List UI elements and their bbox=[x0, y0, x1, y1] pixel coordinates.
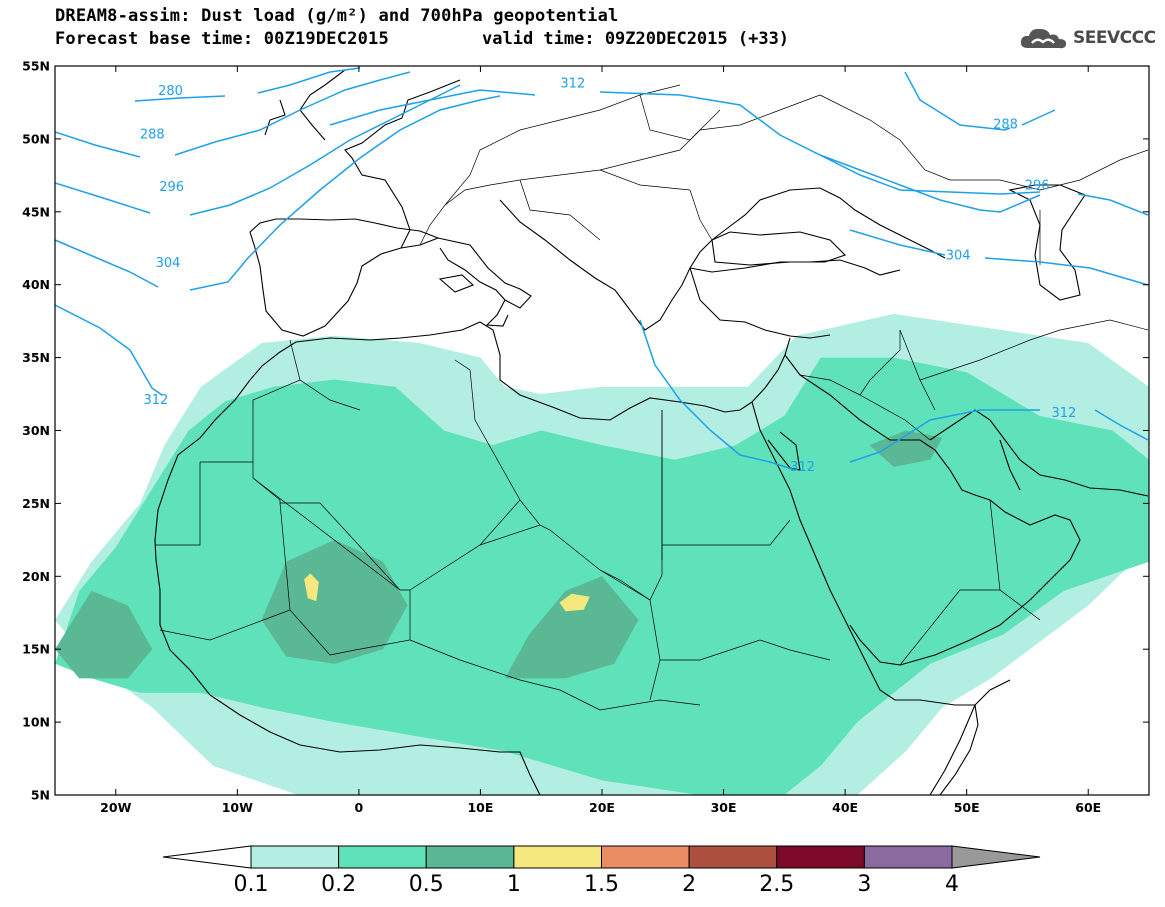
contour-label-288: 288 bbox=[993, 117, 1018, 132]
contour-label-288: 288 bbox=[140, 128, 165, 143]
logo-text: SEEVCCC bbox=[1073, 28, 1156, 48]
contour-288-west bbox=[55, 71, 411, 158]
coast-iberia bbox=[249, 218, 440, 337]
y-tick-label: 15N bbox=[22, 642, 50, 657]
valid-time: valid time: 09Z20DEC2015 (+33) bbox=[482, 29, 790, 49]
contour-label-304: 304 bbox=[946, 249, 971, 264]
coast-levant-red-sea bbox=[751, 337, 976, 795]
legend-swatch bbox=[338, 845, 427, 869]
x-tick-label: 10W bbox=[222, 800, 253, 815]
axis-ticks: 20W 10W 0 10E 20E 30E 40E 50E 60E 5N 10N 15N 20N 25N 3… bbox=[22, 59, 1149, 815]
coast-arabia bbox=[784, 354, 1081, 666]
seevccc-logo: SEEVCCC bbox=[1018, 24, 1156, 52]
x-tick-label: 20E bbox=[589, 800, 615, 815]
x-tick-label: 40E bbox=[832, 800, 858, 815]
forecast-base-time: Forecast base time: 00Z19DEC2015 bbox=[55, 29, 389, 49]
legend-label: 3 bbox=[857, 872, 871, 897]
x-tick-label: 0 bbox=[355, 800, 364, 815]
legend-swatch bbox=[601, 845, 690, 869]
legend-over-triangle bbox=[951, 845, 1041, 869]
legend-swatch bbox=[863, 845, 953, 869]
x-tick-label: 20W bbox=[100, 800, 131, 815]
contour-label-312: 312 bbox=[1051, 406, 1076, 421]
dust-region-level-3 bbox=[261, 539, 408, 664]
y-tick-label: 20N bbox=[22, 569, 50, 584]
legend-swatch bbox=[513, 845, 602, 869]
coast-caspian bbox=[1008, 184, 1086, 301]
y-tick-label: 30N bbox=[22, 423, 50, 438]
cloud-icon bbox=[1020, 28, 1067, 49]
dust-region-level-4 bbox=[304, 573, 319, 602]
legend-label: 1.5 bbox=[584, 872, 619, 897]
y-tick-label: 10N bbox=[22, 715, 50, 730]
y-tick-label: 5N bbox=[31, 788, 50, 803]
y-tick-label: 40N bbox=[22, 277, 50, 292]
y-tick-label: 50N bbox=[22, 131, 50, 146]
legend-swatch bbox=[688, 845, 778, 869]
y-tick-label: 45N bbox=[22, 204, 50, 219]
legend-swatch bbox=[776, 845, 865, 869]
contour-312-west bbox=[55, 304, 163, 396]
dust-load-field bbox=[55, 313, 1149, 795]
contour-label-280: 280 bbox=[158, 84, 183, 99]
contour-296-west bbox=[55, 84, 461, 216]
x-tick-label: 60E bbox=[1075, 800, 1101, 815]
legend-label: 0.1 bbox=[234, 872, 269, 897]
contour-label-304: 304 bbox=[156, 256, 181, 271]
color-legend: 0.1 0.2 0.5 1 1.5 2 2.5 3 4 bbox=[162, 845, 1041, 897]
y-tick-label: 25N bbox=[22, 496, 50, 511]
contour-288-east bbox=[904, 71, 1056, 131]
contour-280 bbox=[134, 67, 361, 102]
legend-label: 2.5 bbox=[759, 872, 794, 897]
legend-label: 1 bbox=[507, 872, 521, 897]
coast-balkans-greece bbox=[499, 187, 946, 331]
legend-label: 2 bbox=[682, 872, 696, 897]
legend-under-triangle bbox=[162, 845, 252, 869]
coast-north-africa bbox=[249, 321, 753, 421]
contour-label-296: 296 bbox=[1025, 179, 1050, 194]
x-tick-label: 10E bbox=[467, 800, 493, 815]
coast-france-uk bbox=[264, 69, 461, 249]
x-tick-label: 30E bbox=[711, 800, 737, 815]
contour-label-312: 312 bbox=[560, 76, 585, 91]
contour-312-south bbox=[639, 319, 1149, 471]
legend-swatch bbox=[425, 845, 515, 869]
coast-gulf-iran bbox=[929, 409, 1149, 497]
contour-label-296: 296 bbox=[159, 180, 184, 195]
dust-region-level-4 bbox=[559, 593, 590, 612]
contour-labels: 280 288 296 304 312 312 312 312 288 296 304 bbox=[140, 76, 1076, 474]
dust-region-level-3 bbox=[55, 590, 153, 679]
legend-label: 4 bbox=[945, 872, 959, 897]
dust-region-level-3 bbox=[869, 430, 943, 467]
y-tick-label: 55N bbox=[22, 59, 50, 74]
coast-black-sea bbox=[711, 231, 847, 266]
legend-label: 0.5 bbox=[409, 872, 444, 897]
map-title: DREAM8-assim: Dust load (g/m²) and 700hP… bbox=[55, 6, 619, 26]
legend-swatch bbox=[250, 845, 340, 869]
geopotential-contours bbox=[55, 67, 1149, 471]
x-tick-label: 50E bbox=[954, 800, 980, 815]
contour-label-312: 312 bbox=[143, 393, 168, 408]
contour-label-312: 312 bbox=[790, 460, 815, 475]
dust-region-level-3 bbox=[504, 576, 639, 679]
contour-304-west bbox=[55, 95, 501, 291]
contour-304-east bbox=[849, 229, 1149, 286]
coastlines bbox=[154, 69, 1149, 795]
y-tick-label: 35N bbox=[22, 350, 50, 365]
coast-west-africa bbox=[154, 379, 541, 795]
coast-italy bbox=[437, 237, 532, 327]
contour-312-main bbox=[329, 89, 1041, 213]
country-borders bbox=[155, 84, 1149, 711]
coast-horn bbox=[939, 679, 1011, 795]
contour-296-east bbox=[819, 154, 1149, 216]
legend-label: 0.2 bbox=[321, 872, 356, 897]
